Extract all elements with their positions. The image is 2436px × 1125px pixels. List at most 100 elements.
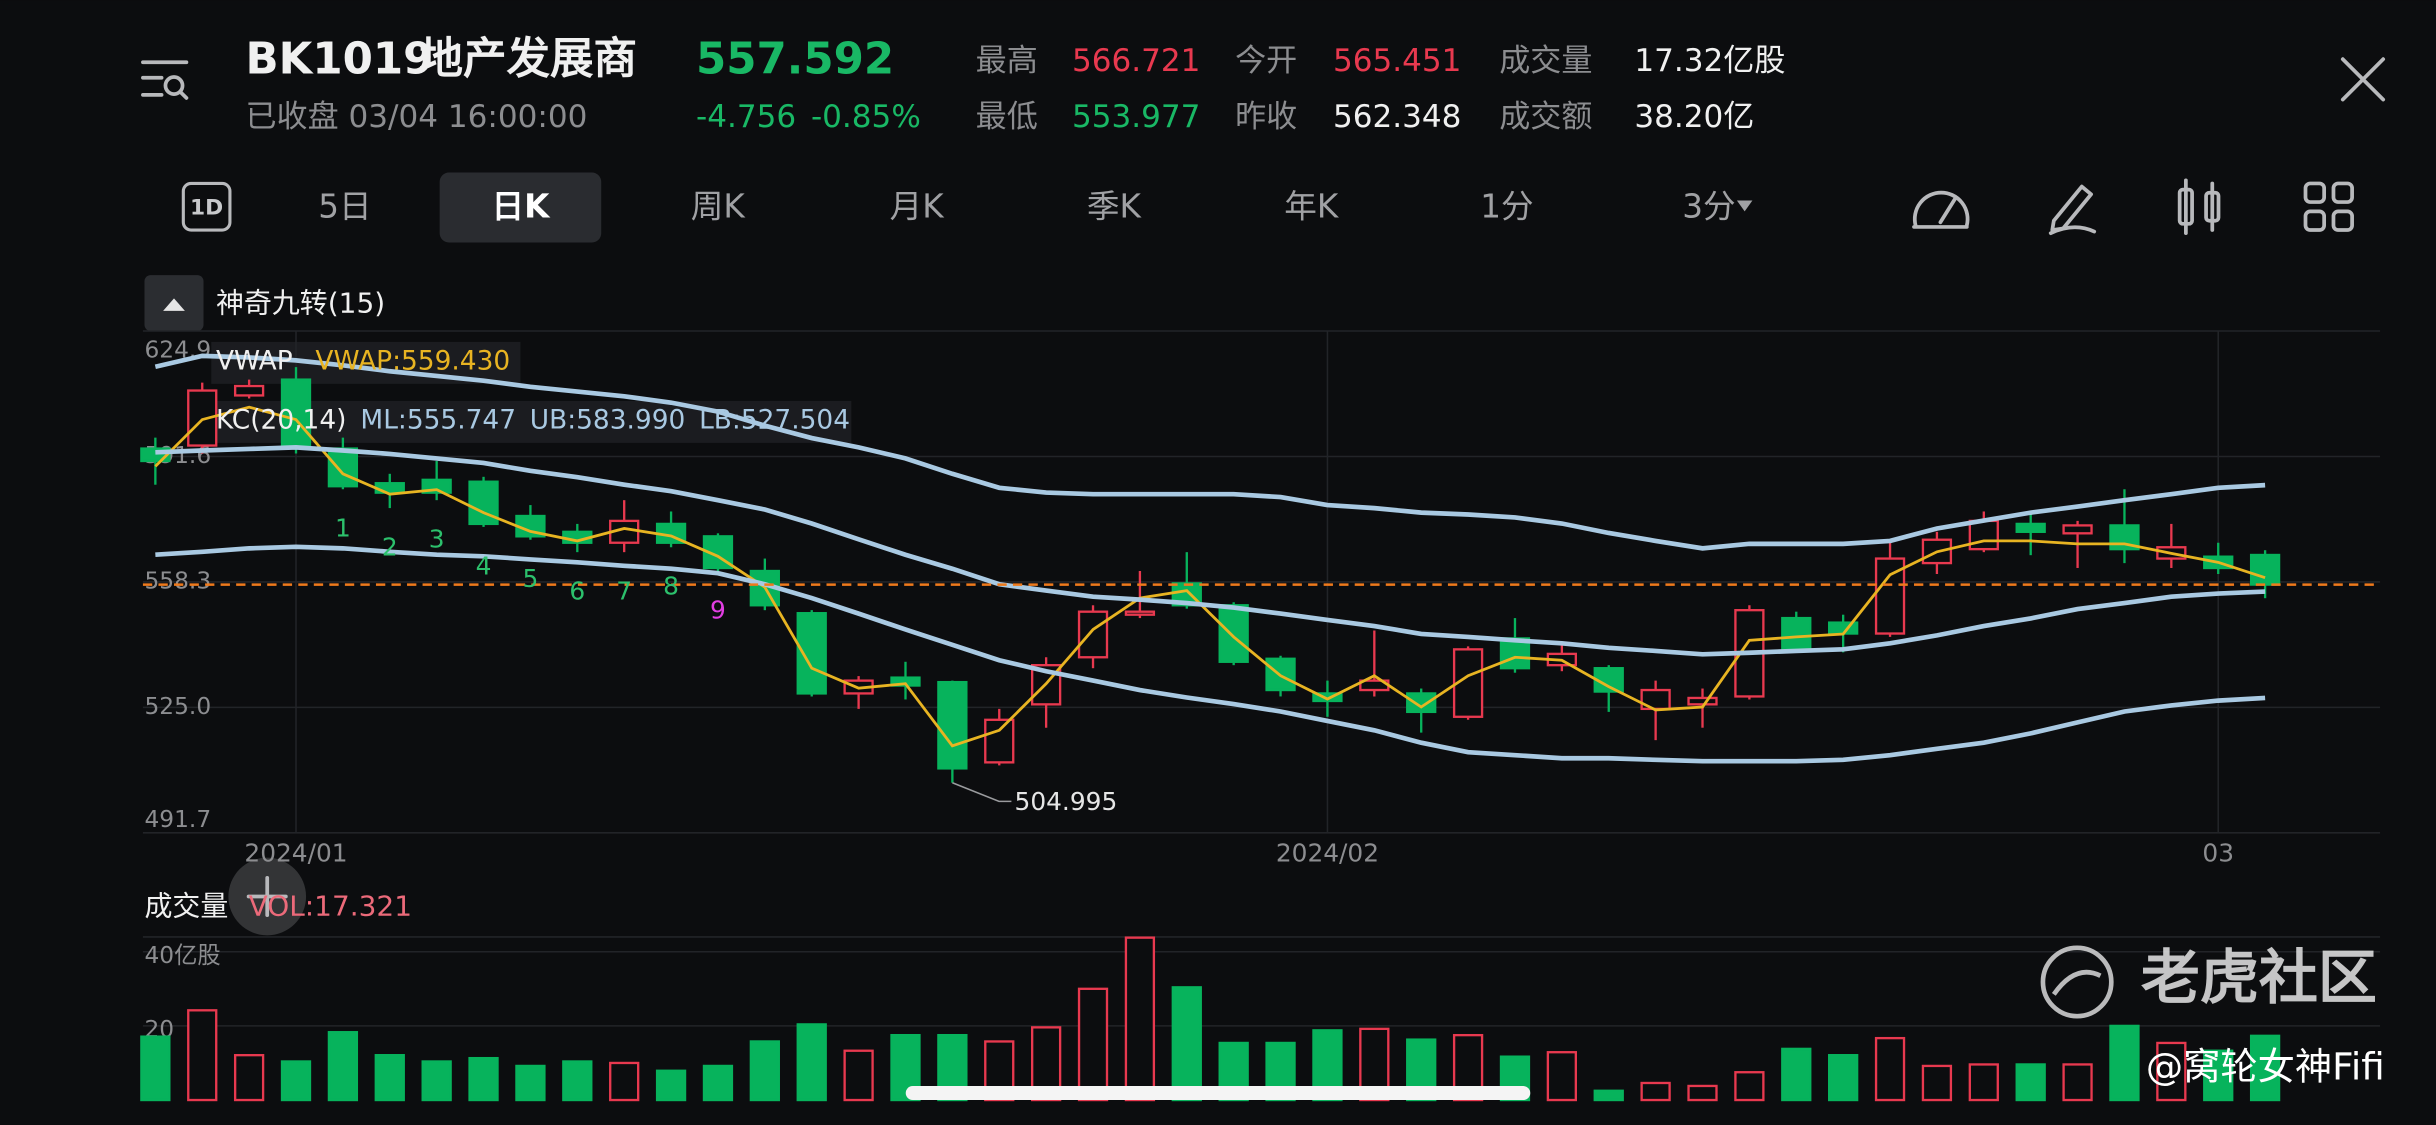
layout-icon[interactable]	[2303, 181, 2354, 232]
y-tick-label: 491.7	[144, 806, 211, 833]
legend-value: VWAP:559.430	[315, 346, 510, 377]
tab-selected-bg[interactable]	[439, 172, 602, 243]
volume-bar	[1593, 1089, 1624, 1102]
tab[interactable]: 周K	[691, 187, 747, 225]
volume-bar	[2203, 1049, 2234, 1102]
volume-bar	[562, 1060, 593, 1102]
candle-body	[1968, 519, 1999, 551]
volume-bar	[1077, 987, 1109, 1102]
price-change: -4.756	[696, 99, 796, 135]
watermark-logo	[2040, 945, 2114, 1019]
tab-icon[interactable]: 1D	[190, 195, 223, 220]
menu-search-icon[interactable]	[141, 60, 189, 100]
y-tick-label: 525.0	[144, 693, 211, 720]
close-icon[interactable]	[2340, 57, 2386, 102]
indicator-line	[154, 405, 2266, 748]
stat-value: 565.451	[1333, 43, 1461, 79]
indicator-line	[155, 445, 2266, 657]
tab[interactable]: 年K	[1284, 187, 1340, 225]
tab[interactable]: 3分	[1682, 187, 1735, 225]
candle-body	[1265, 657, 1296, 692]
draw-icon[interactable]	[2048, 184, 2097, 236]
home-indicator	[905, 1086, 1531, 1101]
candle-body	[2015, 522, 2046, 533]
volume-bar	[421, 1060, 452, 1102]
td-label: 2	[382, 532, 398, 561]
volume-bar	[1968, 1063, 1999, 1102]
tab-icon-frame[interactable]	[181, 181, 232, 232]
volume-bar	[280, 1060, 312, 1102]
x-tick-label: 03	[2202, 839, 2234, 868]
volume-bar	[140, 1035, 171, 1102]
candle-body	[1077, 610, 1109, 659]
volume-bar	[1781, 1047, 1812, 1102]
candle-body	[1687, 696, 1718, 706]
volume-bar	[1687, 1084, 1718, 1102]
watermark-logo	[2051, 969, 2102, 996]
indicator-line	[154, 353, 2266, 551]
stat-label: 昨收	[1235, 99, 1297, 135]
crosshair-icon[interactable]	[246, 876, 288, 918]
watermark-author: @窝轮女神Fifi	[2146, 1044, 2385, 1088]
market-status: 已收盘 03/04 16:00:00	[245, 99, 587, 135]
tab[interactable]: 1分	[1480, 187, 1533, 225]
legend-name: KC(20,14)	[216, 405, 347, 436]
candle-icon[interactable]	[2177, 178, 2221, 236]
y-tick-label: 40亿股	[144, 942, 220, 969]
volume-bar	[1546, 1051, 1578, 1102]
stat-value: 566.721	[1072, 43, 1200, 79]
volume-bar	[2015, 1063, 2046, 1102]
tab[interactable]: 日K	[492, 187, 552, 225]
td-label: 9	[710, 595, 726, 624]
volume-bar	[515, 1064, 546, 1102]
volume-value: VOL:17.321	[249, 889, 412, 922]
volume-bar	[233, 1054, 265, 1102]
candle-body	[984, 718, 1015, 764]
volume-bar	[1640, 1081, 1671, 1102]
toggle-arrow[interactable]	[163, 298, 185, 311]
y-tick-label: 558.3	[144, 567, 211, 594]
volume-bar	[655, 1069, 687, 1102]
tab[interactable]: 5日	[318, 187, 371, 225]
stat-value: 17.32亿股	[1634, 43, 1785, 79]
stat-label: 最低	[976, 99, 1038, 135]
indicator-toggle[interactable]: 神奇九转(15)	[216, 287, 385, 320]
volume-bar	[1734, 1071, 1765, 1102]
indicator-line	[155, 544, 2266, 764]
stat-value: 38.20亿	[1634, 99, 1754, 135]
annotation-leader	[952, 782, 1012, 803]
price-change-pct: -0.85%	[811, 99, 921, 135]
dropdown-arrow[interactable]	[1736, 200, 1753, 212]
volume-bar	[702, 1064, 734, 1102]
stat-value: 562.348	[1333, 99, 1461, 135]
legend-box	[211, 341, 521, 384]
volume-bar	[796, 1023, 827, 1102]
watermark-brand: 老虎社区	[2141, 943, 2377, 1012]
candle-body	[1406, 692, 1437, 714]
x-tick-label: 2024/01	[244, 839, 347, 868]
legend-value: LB:527.504	[699, 405, 850, 436]
candle-body	[280, 378, 312, 447]
legend-value: UB:583.990	[530, 405, 686, 436]
stat-label: 成交量	[1499, 43, 1592, 79]
candle-body	[1499, 637, 1531, 670]
candle-body	[233, 384, 265, 397]
volume-bar	[609, 1061, 640, 1102]
volume-bar	[2156, 1041, 2187, 1102]
gauge-icon[interactable]	[1912, 190, 1970, 229]
volume-bar	[2062, 1063, 2093, 1102]
candle-body	[1781, 616, 1812, 651]
volume-bar	[1171, 986, 1202, 1102]
stat-label: 今开	[1235, 43, 1297, 79]
td-label: 8	[663, 572, 679, 601]
tab[interactable]: 月K	[890, 187, 946, 225]
tab[interactable]: 季K	[1087, 187, 1143, 225]
volume-bar	[187, 1009, 218, 1102]
volume-bar	[374, 1054, 405, 1102]
volume-bar	[1921, 1064, 1953, 1102]
volume-bar	[327, 1031, 359, 1102]
stat-label: 最高	[976, 43, 1038, 79]
